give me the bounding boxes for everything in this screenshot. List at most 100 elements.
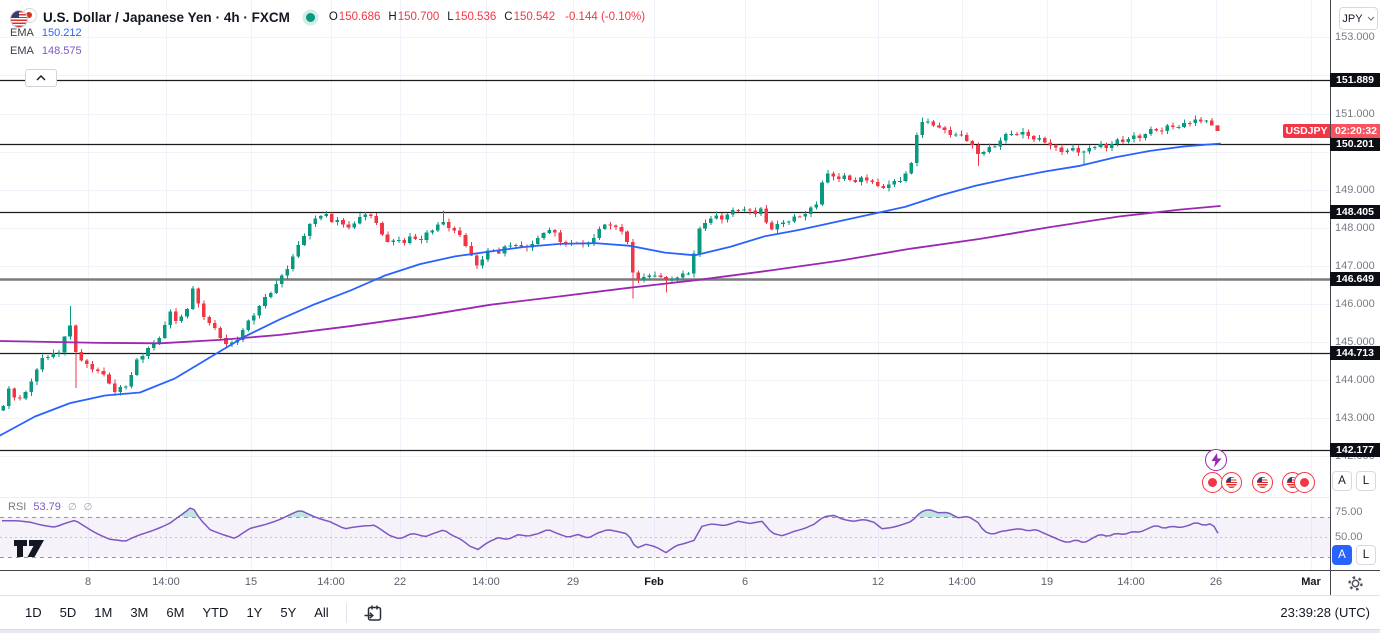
rsi-levels-button[interactable]: L (1356, 545, 1376, 565)
ohlc-label: C (504, 11, 513, 23)
us-flag-icon (1226, 477, 1237, 488)
currency-dropdown-value: JPY (1342, 12, 1363, 25)
toolbar-border (0, 595, 1380, 596)
ohlc-readout: O150.686 H150.700 L150.536 C150.542 -0.1… (329, 11, 645, 23)
red-dot-icon (1300, 478, 1309, 487)
collapse-header-button[interactable] (25, 69, 57, 87)
price-change: -0.144 (-0.10%) (565, 11, 646, 23)
rsi-levels-button-label: L (1362, 549, 1370, 561)
time-axis-label: 14:00 (472, 576, 500, 588)
range-button-all[interactable]: All (314, 605, 329, 620)
range-button-1y[interactable]: 1Y (246, 605, 263, 620)
chevron-up-icon (36, 75, 46, 81)
tradingview-logo-icon (14, 540, 44, 557)
price-axis-tick: 145.000 (1335, 336, 1375, 349)
market-open-dot-icon (305, 12, 315, 22)
ohlc-value: 150.686 (338, 11, 381, 23)
bottom-scroll-strip[interactable] (0, 629, 1380, 633)
ema-label: EMA (10, 27, 34, 39)
range-button-3m[interactable]: 3M (130, 605, 149, 620)
rsi-label: RSI (8, 501, 27, 513)
rsi-line[interactable] (1, 507, 1219, 554)
rsi-axis-tick: 50.00 (1335, 531, 1363, 543)
alerts-button-label: A (1338, 475, 1346, 487)
levels-button[interactable]: L (1356, 471, 1376, 491)
time-axis-label: Mar (1301, 576, 1321, 588)
time-axis-label: 12 (871, 576, 885, 588)
price-chart-canvas[interactable] (0, 0, 1330, 570)
us-flag-icon (1287, 477, 1298, 488)
time-axis-label: 14:00 (152, 576, 180, 588)
range-button-1m[interactable]: 1M (94, 605, 113, 620)
ohlc-label: H (388, 11, 397, 23)
price-axis-tick: 151.000 (1335, 107, 1375, 120)
grid-lines (0, 0, 1330, 570)
pane-separator[interactable] (0, 497, 1330, 498)
price-level-label: 146.649 (1330, 272, 1380, 287)
time-axis-label: Feb (644, 576, 664, 588)
range-buttons: 1D 5D 1M 3M 6M YTD 1Y 5Y All (16, 601, 338, 624)
go-to-date-button[interactable] (355, 601, 391, 625)
us-flag-icon (1257, 477, 1268, 488)
rsi-hidden-input-icon[interactable]: ∅ (83, 501, 93, 513)
economic-event-lightning-icon[interactable] (1205, 449, 1227, 471)
ohlc-label: L (447, 11, 454, 23)
price-axis-tick: 153.000 (1335, 31, 1375, 44)
price-level-label: 142.177 (1330, 442, 1380, 457)
time-axis-label: 26 (1209, 576, 1223, 588)
price-axis-tick: 144.000 (1335, 374, 1375, 387)
symbol-header: U.S. Dollar / Japanese Yen · 4h · FXCM O… (10, 6, 645, 28)
ohlc-value: 150.542 (513, 11, 556, 23)
ema-fast-value: 150.212 (41, 27, 82, 39)
range-button-5y[interactable]: 5Y (280, 605, 297, 620)
time-axis-label: 14:00 (1117, 576, 1145, 588)
rsi-overbought-fill (918, 509, 954, 517)
ema-slow-line[interactable] (0, 205, 1221, 345)
time-axis-label: 22 (393, 576, 407, 588)
rsi-overbought-fill (286, 511, 314, 517)
gear-icon (1348, 575, 1363, 591)
range-toolbar: 1D 5D 1M 3M 6M YTD 1Y 5Y All 23:39:28 (UTC) (0, 596, 1380, 629)
price-level-label: 148.405 (1330, 205, 1380, 220)
candlesticks (1, 115, 1220, 412)
alerts-button[interactable]: A (1332, 471, 1352, 491)
time-axis-label: 14:00 (317, 576, 345, 588)
event-marker-us-flag-icon[interactable] (1221, 472, 1242, 493)
ema-label: EMA (10, 45, 34, 57)
rsi-alerts-button-label: A (1338, 549, 1346, 561)
clock-utc[interactable]: 23:39:28 (UTC) (1280, 605, 1370, 620)
rsi-hidden-input-icon[interactable]: ∅ (67, 501, 77, 513)
price-axis-tick: 148.000 (1335, 221, 1375, 234)
axis-settings-cell[interactable] (1331, 571, 1380, 595)
event-marker-us-flag-icon[interactable] (1252, 472, 1273, 493)
time-axis-label: 6 (741, 576, 749, 588)
range-button-5d[interactable]: 5D (59, 605, 77, 620)
time-axis-label: 15 (244, 576, 258, 588)
time-axis-label: 29 (566, 576, 580, 588)
price-axis-tick: 146.000 (1335, 298, 1375, 311)
range-button-1d[interactable]: 1D (25, 605, 42, 620)
calendar-goto-icon (364, 605, 381, 621)
rsi-legend: RSI 53.79 ∅ ∅ (8, 501, 92, 513)
currency-dropdown[interactable]: JPY (1339, 7, 1378, 30)
time-axis-border (0, 570, 1380, 571)
tradingview-logo[interactable] (12, 537, 48, 559)
rsi-value: 53.79 (33, 501, 61, 513)
rsi-alerts-button[interactable]: A (1332, 545, 1352, 565)
time-axis[interactable]: 8 14:00 15 14:00 22 14:00 29 Feb 6 12 14:00 19 14:00… (0, 571, 1330, 595)
chevron-down-icon (1367, 16, 1375, 21)
symbol-price-badge: USDJPY (1283, 124, 1330, 138)
lightning-bolt-icon (1211, 452, 1221, 467)
ema-slow-value: 148.575 (41, 45, 82, 57)
event-marker-importance-icon[interactable] (1202, 472, 1223, 493)
event-marker-importance-icon[interactable] (1294, 472, 1315, 493)
pair-flags-icon (10, 7, 37, 28)
range-button-ytd[interactable]: YTD (202, 605, 229, 620)
range-button-6m[interactable]: 6M (166, 605, 185, 620)
ohlc-label: O (328, 11, 338, 23)
ema-fast-line[interactable] (0, 142, 1221, 437)
levels-button-label: L (1362, 475, 1370, 487)
price-axis-border (1330, 0, 1331, 595)
ohlc-value: 150.536 (454, 11, 497, 23)
